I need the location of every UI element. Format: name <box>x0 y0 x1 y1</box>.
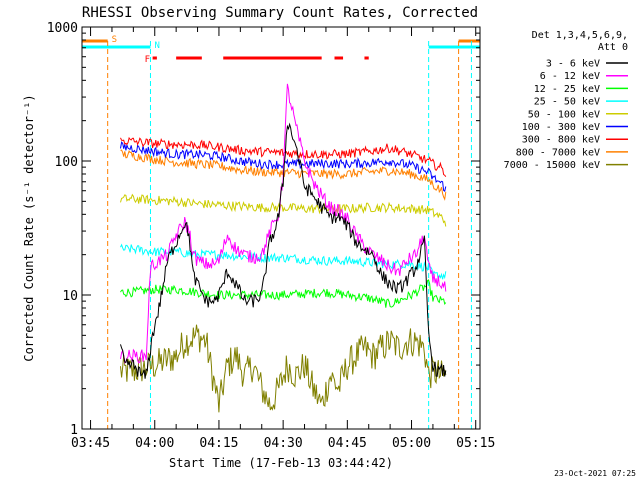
x-axis-label: Start Time (17-Feb-13 03:44:42) <box>169 456 393 470</box>
state-bar-label-N: N <box>154 41 159 51</box>
series-line-4 <box>120 193 447 227</box>
legend-header: Det 1,3,4,5,6,9, <box>532 30 628 41</box>
series-group <box>120 83 447 413</box>
timestamp: 23-Oct-2021 07:25 <box>554 469 636 478</box>
series-line-3 <box>120 243 447 280</box>
state-bar-label-S: S <box>112 35 117 45</box>
series-line-6 <box>120 136 447 177</box>
legend-label: 3 - 6 keV <box>546 59 600 70</box>
chart-title: RHESSI Observing Summary Count Rates, Co… <box>82 5 478 21</box>
x-tick-label: 03:45 <box>71 436 110 451</box>
plot-frame <box>81 26 481 430</box>
series-line-5 <box>120 141 447 192</box>
x-axis: 03:45 04:00 04:15 04:30 04:45 05:00 05:15 <box>71 27 495 451</box>
series-line-2 <box>120 279 447 308</box>
legend-label: 100 - 300 keV <box>522 122 600 133</box>
legend-label: 25 - 50 keV <box>534 97 600 108</box>
x-tick-label: 05:00 <box>392 436 431 451</box>
legend-label: 800 - 7000 keV <box>516 147 600 158</box>
series-line-8 <box>120 324 447 413</box>
y-tick-label: 1 <box>70 423 78 438</box>
legend-label: 300 - 800 keV <box>522 135 600 146</box>
y-axis-label: Corrected Count Rate (s⁻¹ detector⁻¹) <box>22 94 36 361</box>
y-tick-label: 10 <box>62 289 78 304</box>
x-tick-label: 05:15 <box>456 436 495 451</box>
state-bars: S NF <box>82 35 480 65</box>
y-axis: 1 10 100 1000 <box>47 21 480 438</box>
x-tick-label: 04:00 <box>135 436 174 451</box>
x-tick-label: 04:45 <box>328 436 367 451</box>
legend-label: 50 - 100 keV <box>528 109 600 120</box>
x-tick-label: 04:30 <box>264 436 303 451</box>
legend-label: 12 - 25 keV <box>534 84 600 95</box>
state-bar-label-F: F <box>145 55 150 65</box>
legend-label: 7000 - 15000 keV <box>504 160 600 171</box>
legend-label: 6 - 12 keV <box>540 71 600 82</box>
legend-header: Att 0 <box>598 42 628 53</box>
series-line-0 <box>120 122 447 379</box>
y-tick-label: 1000 <box>47 21 78 36</box>
y-tick-label: 100 <box>55 155 78 170</box>
x-tick-label: 04:15 <box>199 436 238 451</box>
